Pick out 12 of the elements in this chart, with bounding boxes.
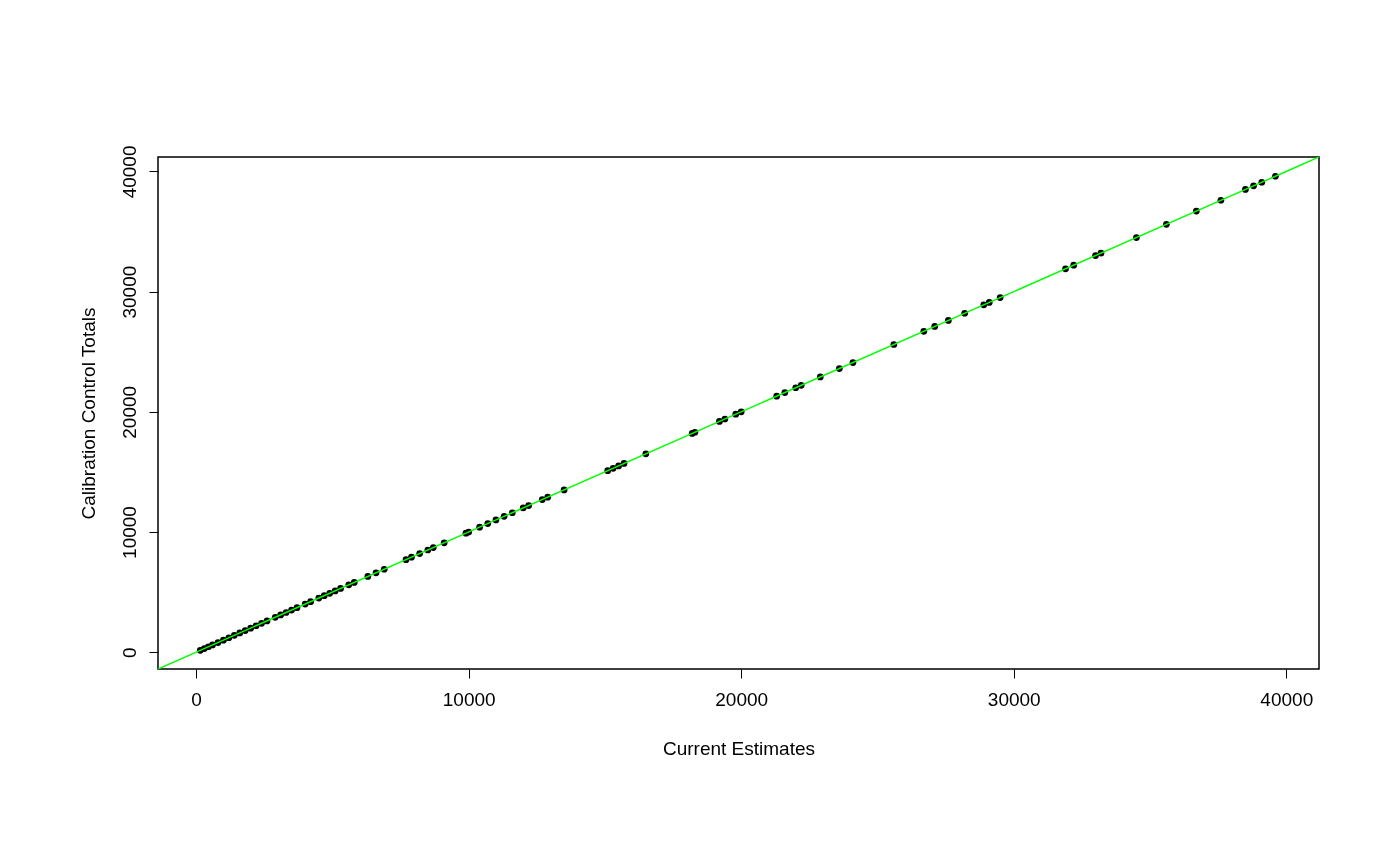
x-tick-label: 30000: [987, 688, 1041, 710]
x-axis-title: Current Estimates: [662, 737, 816, 759]
y-axis-title: Calibration Control Totals: [77, 307, 99, 520]
x-tick-label: 20000: [715, 688, 769, 710]
x-tick-label: 0: [191, 688, 202, 710]
x-tick-label: 10000: [442, 688, 496, 710]
y-tick-label: 40000: [118, 145, 140, 199]
y-tick-label: 20000: [118, 385, 140, 439]
x-tick-label: 40000: [1260, 688, 1314, 710]
y-tick-label: 0: [118, 647, 140, 658]
y-tick-label: 10000: [118, 506, 140, 559]
y-tick-label: 30000: [118, 265, 140, 319]
